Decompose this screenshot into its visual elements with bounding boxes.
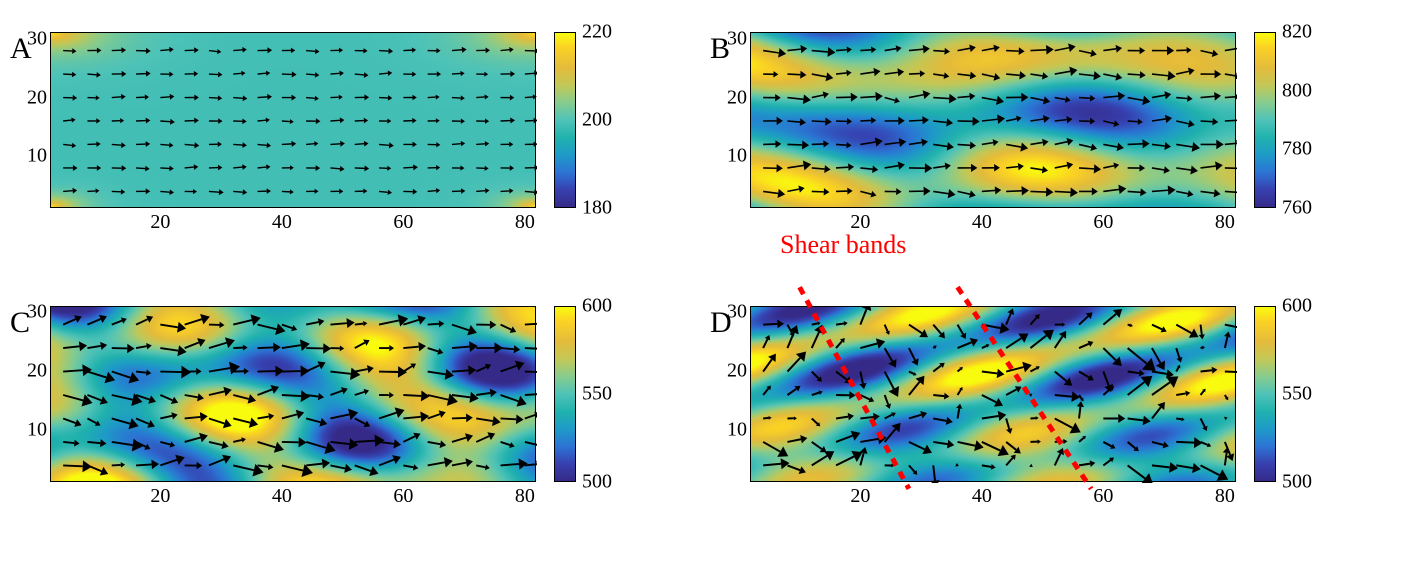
y-tick-label: 30: [707, 301, 747, 324]
colorbar-tick-label: 780: [1282, 138, 1312, 161]
plot-box-C: 10203020406080: [50, 306, 536, 482]
plot-wrap-A: 10203020406080 180200220: [44, 10, 700, 208]
colorbar-ticks-A: 180200220: [582, 32, 634, 208]
y-tick-label: 30: [7, 27, 47, 50]
x-tick-label: 20: [150, 211, 170, 234]
colorbar-ticks-D: 500550600: [1282, 306, 1334, 482]
colorbar-tick-label: 760: [1282, 197, 1312, 220]
colorbar-tick-label: 800: [1282, 79, 1312, 102]
colorbar-tick-label: 220: [582, 21, 612, 44]
y-tick-label: 10: [7, 418, 47, 441]
plot-box-B: 10203020406080: [750, 32, 1236, 208]
plot-box-D: 10203020406080: [750, 306, 1236, 482]
colorbar-C: [554, 306, 576, 482]
y-tick-label: 10: [707, 145, 747, 168]
y-ticks-B: 102030: [707, 33, 747, 207]
x-ticks-D: 20 40 60 80: [751, 485, 1235, 509]
x-tick-label: 40: [972, 211, 992, 234]
y-tick-label: 30: [707, 27, 747, 50]
quiver-A: [51, 33, 537, 209]
panel-C: C 10203020406080500550600: [10, 284, 700, 548]
colorbar-tick-label: 820: [1282, 21, 1312, 44]
colorbar-wrap-B: 760780800820: [1254, 32, 1276, 208]
colorbar-tick-label: 550: [1282, 382, 1312, 405]
panel-D: D 10203020406080500550600: [710, 284, 1400, 548]
shear-bands-annotation: Shear bands: [780, 230, 906, 260]
colorbar-tick-label: 550: [582, 382, 612, 405]
shear-line-0: [800, 287, 909, 489]
quiver-B: [751, 33, 1237, 209]
y-tick-label: 20: [7, 86, 47, 109]
colorbar-wrap-D: 500550600: [1254, 306, 1276, 482]
colorbar-ticks-C: 500550600: [582, 306, 634, 482]
colorbar-B: [1254, 32, 1276, 208]
x-tick-label: 60: [1093, 211, 1113, 234]
x-tick-label: 60: [1093, 485, 1113, 508]
plot-wrap-B: 10203020406080 760780800820: [744, 10, 1400, 208]
colorbar-wrap-C: 500550600: [554, 306, 576, 482]
colorbar-tick-label: 500: [1282, 470, 1312, 493]
x-tick-label: 40: [272, 211, 292, 234]
colorbar-A: [554, 32, 576, 208]
y-tick-label: 30: [7, 301, 47, 324]
y-tick-label: 10: [7, 145, 47, 168]
x-tick-label: 20: [850, 485, 870, 508]
colorbar-tick-label: 200: [582, 109, 612, 132]
figure-grid: A 10203020406080180200220 B 102030204060…: [0, 0, 1420, 567]
x-tick-label: 80: [1215, 485, 1235, 508]
y-tick-label: 20: [707, 360, 747, 383]
y-ticks-A: 102030: [7, 33, 47, 207]
x-ticks-A: 20 40 60 80: [51, 211, 535, 235]
x-tick-label: 80: [1215, 211, 1235, 234]
plot-box-A: 10203020406080: [50, 32, 536, 208]
colorbar-D: [1254, 306, 1276, 482]
shear-line-1: [958, 287, 1092, 489]
colorbar-tick-label: 600: [1282, 294, 1312, 317]
panel-A: A 10203020406080180200220: [10, 10, 700, 274]
x-tick-label: 40: [272, 485, 292, 508]
x-tick-label: 20: [150, 485, 170, 508]
colorbar-ticks-B: 760780800820: [1282, 32, 1334, 208]
colorbar-wrap-A: 180200220: [554, 32, 576, 208]
x-tick-label: 80: [515, 485, 535, 508]
x-tick-label: 60: [393, 485, 413, 508]
y-ticks-D: 102030: [707, 307, 747, 481]
x-tick-label: 60: [393, 211, 413, 234]
y-tick-label: 10: [707, 418, 747, 441]
colorbar-tick-label: 600: [582, 294, 612, 317]
x-ticks-C: 20 40 60 80: [51, 485, 535, 509]
quiver-C: [51, 307, 537, 483]
y-tick-label: 20: [7, 360, 47, 383]
y-ticks-C: 102030: [7, 307, 47, 481]
x-tick-label: 40: [972, 485, 992, 508]
plot-wrap-D: 10203020406080 500550600: [744, 284, 1400, 482]
x-tick-label: 80: [515, 211, 535, 234]
colorbar-tick-label: 180: [582, 197, 612, 220]
y-tick-label: 20: [707, 86, 747, 109]
shear-lines-D: [751, 307, 1237, 483]
plot-wrap-C: 10203020406080 500550600: [44, 284, 700, 482]
colorbar-tick-label: 500: [582, 470, 612, 493]
